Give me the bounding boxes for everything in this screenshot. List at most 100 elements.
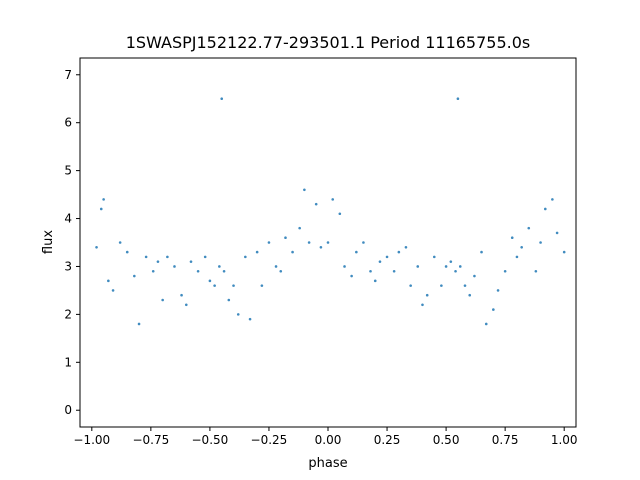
- data-point: [534, 269, 538, 273]
- x-tick-label: −0.75: [132, 433, 169, 447]
- data-point: [527, 226, 531, 230]
- data-point: [409, 284, 412, 287]
- data-point: [444, 265, 448, 268]
- data-point: [416, 265, 420, 268]
- data-point: [95, 245, 98, 249]
- data-point: [484, 322, 488, 326]
- x-tick-label: 0.00: [315, 433, 342, 447]
- data-point: [298, 226, 301, 230]
- data-point: [203, 255, 207, 259]
- data-point: [189, 260, 193, 263]
- data-point: [468, 293, 472, 297]
- y-axis-label: flux: [41, 230, 56, 254]
- x-tick-label: 0.25: [374, 433, 401, 447]
- y-tick-label: 0: [64, 403, 72, 417]
- data-point: [492, 308, 495, 311]
- data-point: [307, 241, 311, 244]
- x-tick-label: −0.50: [192, 433, 229, 447]
- data-point: [555, 231, 559, 235]
- x-tick-label: 1.00: [551, 433, 578, 447]
- data-point: [539, 241, 542, 244]
- data-point: [520, 245, 523, 249]
- data-point: [133, 274, 136, 278]
- data-point: [244, 255, 247, 259]
- x-tick-label: −0.25: [251, 433, 288, 447]
- data-point: [208, 279, 212, 283]
- y-axis-ticks: 0 1 2 3 4 5 6 7: [64, 68, 80, 417]
- data-point: [173, 265, 176, 268]
- y-tick-label: 4: [64, 212, 72, 226]
- data-point: [248, 317, 252, 321]
- data-point: [425, 293, 429, 297]
- data-point: [227, 298, 231, 302]
- data-point: [421, 303, 424, 307]
- data-point: [397, 250, 401, 254]
- data-point: [284, 236, 287, 240]
- x-tick-label: −1.00: [73, 433, 110, 447]
- data-point: [440, 284, 443, 287]
- data-point: [125, 250, 129, 254]
- data-point: [196, 269, 200, 273]
- data-point: [496, 289, 500, 292]
- data-point: [551, 198, 554, 201]
- y-tick-label: 2: [64, 307, 72, 321]
- data-point: [373, 279, 377, 283]
- data-point: [220, 97, 224, 101]
- data-point: [107, 279, 110, 283]
- data-point: [338, 212, 342, 216]
- data-point: [303, 188, 306, 192]
- data-point: [449, 260, 453, 263]
- data-point: [355, 250, 358, 254]
- data-point: [166, 255, 169, 259]
- data-point: [362, 241, 365, 244]
- data-point: [378, 260, 382, 263]
- data-point: [151, 269, 155, 273]
- data-point: [260, 284, 264, 287]
- data-point: [213, 284, 216, 287]
- data-point: [291, 250, 294, 254]
- data-point: [161, 298, 164, 302]
- data-point: [515, 255, 519, 259]
- y-tick-label: 3: [64, 259, 72, 273]
- y-tick-label: 6: [64, 116, 72, 130]
- data-point: [102, 198, 105, 201]
- data-point: [562, 250, 566, 254]
- data-point: [510, 236, 514, 240]
- data-point: [503, 269, 507, 273]
- data-point: [454, 269, 457, 273]
- data-point: [463, 284, 467, 287]
- data-point: [144, 255, 148, 259]
- data-point: [111, 289, 115, 292]
- data-point: [343, 265, 346, 268]
- data-point: [331, 198, 335, 201]
- data-point: [314, 202, 318, 206]
- y-tick-label: 5: [64, 164, 72, 178]
- data-point: [222, 269, 226, 273]
- data-point: [369, 269, 372, 273]
- data-point: [543, 207, 547, 211]
- data-point: [392, 269, 396, 273]
- data-point: [99, 207, 103, 211]
- chart-title: 1SWASPJ152122.77-293501.1 Period 1116575…: [126, 33, 531, 52]
- data-point: [274, 265, 278, 268]
- data-points: [95, 97, 566, 326]
- data-point: [279, 269, 283, 273]
- data-point: [255, 250, 259, 254]
- x-tick-label: 0.50: [433, 433, 460, 447]
- y-tick-label: 7: [64, 68, 72, 82]
- data-point: [236, 313, 240, 316]
- data-point: [180, 293, 183, 297]
- x-tick-label: 0.75: [492, 433, 519, 447]
- data-point: [326, 241, 330, 244]
- data-point: [432, 255, 436, 259]
- data-point: [385, 255, 389, 259]
- data-point: [137, 322, 141, 326]
- data-point: [350, 274, 353, 278]
- data-point: [319, 245, 323, 249]
- data-point: [218, 265, 221, 268]
- data-point: [118, 241, 122, 244]
- data-point: [267, 241, 271, 244]
- data-point: [232, 284, 235, 287]
- y-tick-label: 1: [64, 355, 72, 369]
